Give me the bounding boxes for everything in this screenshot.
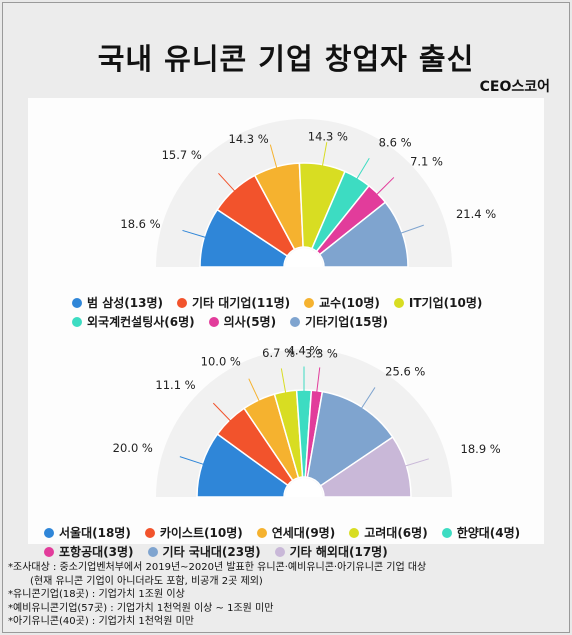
legend-item: 기타 해외대(17명): [274, 543, 388, 560]
legend-swatch: [274, 546, 285, 557]
legend-item: 교수(10명): [304, 294, 380, 311]
chart-data-label: 4.4 %: [288, 344, 321, 358]
footnote-line: *아기유니콘(40곳) : 기업가치 1천억원 미만: [8, 616, 194, 627]
legend-label: IT기업(10명): [408, 296, 483, 310]
legend-swatch: [44, 546, 54, 557]
footnotes: *조사대상 : 중소기업벤처부에서 2019년~2020년 발표한 유니콘·예비…: [8, 561, 564, 629]
legend-swatch: [349, 527, 360, 538]
legend-label: 연세대(9명): [271, 526, 336, 540]
legend-item: 의사(5명): [208, 313, 277, 330]
chart-data-label: 11.1 %: [155, 378, 195, 392]
legend-swatch: [393, 297, 404, 308]
brand-logo: CEO스코어: [479, 79, 550, 95]
chart-slice: [319, 436, 412, 498]
legend-item: 카이스트(10명): [144, 524, 243, 541]
legend-label: 기타기업(15명): [305, 315, 388, 329]
chart-slice: [318, 201, 409, 268]
chart-leader-line: [182, 229, 207, 239]
page-title: 국내 유니콘 기업 창업자 출신: [97, 42, 475, 76]
chart-data-label: 3.3 %: [305, 347, 338, 361]
legend-item: 범 삼성(13명): [72, 294, 163, 311]
chart-data-label: 14.3 %: [229, 132, 269, 146]
chart-data-label: 25.6 %: [385, 365, 425, 379]
legend-label: 기타 해외대(17명): [289, 545, 388, 559]
legend-swatch: [256, 527, 267, 538]
legend-item: 포항공대(3명): [44, 543, 134, 560]
legend-item: 연세대(9명): [256, 524, 336, 541]
legend-swatch: [208, 316, 219, 327]
chart-leader-line: [321, 142, 328, 167]
legend-swatch: [72, 297, 82, 308]
chart-data-label: 8.6 %: [379, 136, 412, 150]
legend-item: 한양대(4명): [441, 524, 521, 541]
chart-career-background: 18.6 % 15.7 % 14.3 % 14.3 % 8.6 % 7.1 % 21.4 %: [120, 119, 496, 268]
chart-leader-line: [212, 402, 232, 422]
legend-item: 서울대(18명): [44, 524, 131, 541]
legend-item: 고려대(6명): [349, 524, 428, 541]
chart-slice: [306, 390, 394, 487]
chart-leader-line: [179, 456, 205, 466]
chart-leader-line: [280, 368, 287, 394]
legend-university-background: 서울대(18명) 카이스트(10명) 연세대(9명) 고려대(6명) 한양대(4명) 포항…: [44, 524, 540, 560]
legend-swatch: [44, 527, 54, 538]
legend-label: 기타 국내대(23명): [162, 545, 261, 559]
legend-label: 범 삼성(13명): [87, 296, 164, 310]
chart-data-label: 18.9 %: [461, 442, 501, 456]
footnote-line: *조사대상 : 중소기업벤처부에서 2019년~2020년 발표한 유니콘·예비…: [8, 562, 427, 573]
chart-leader-line: [269, 144, 278, 169]
legend-swatch: [304, 297, 315, 308]
legend-label: 카이스트(10명): [159, 526, 243, 540]
chart-data-label: 10.0 %: [201, 355, 241, 369]
chart-data-label: 14.3 %: [308, 129, 348, 143]
chart-leader-line: [356, 157, 370, 180]
legend-item: IT기업(10명): [393, 294, 483, 311]
chart-leader-line: [316, 367, 321, 393]
legend-swatch: [144, 527, 155, 538]
legend-career-background: 범 삼성(13명) 기타 대기업(11명) 교수(10명) IT기업(10명) 외국계컨…: [72, 294, 512, 330]
chart-leader-line: [218, 172, 236, 193]
footnote-line: (현재 유니콘 기업이 아니더라도 포함, 비공개 2곳 제외): [30, 575, 263, 587]
chart-center-hole: [285, 248, 323, 267]
chart-data-label: 6.7 %: [262, 346, 295, 360]
legend-label: 한양대(4명): [456, 526, 521, 540]
legend-label: 포항공대(3명): [59, 545, 134, 559]
chart-data-label: 20.0 %: [113, 441, 153, 455]
legend-label: 서울대(18명): [59, 526, 131, 540]
legend-label: 고려대(6명): [364, 526, 428, 540]
legend-label: 기타 대기업(11명): [192, 296, 291, 310]
chart-university-background: 20.0 % 11.1 % 10.0 % 6.7 %4.4 %3.3 % 25.6 % 1…: [113, 344, 501, 498]
chart-leader-line: [248, 378, 261, 403]
footnote-line: *유니콘기업(18곳) : 기업가치 1조원 이상: [8, 589, 185, 600]
footnote-line: *예비유니콘기업(57곳) : 기업가치 1천억원 이상 ~ 1조원 미만: [8, 602, 274, 614]
chart-data-label: 7.1 %: [410, 154, 443, 168]
legend-label: 의사(5명): [223, 315, 277, 329]
chart-data-label: 15.7 %: [162, 148, 202, 162]
legend-item: 기타 대기업(11명): [177, 294, 290, 311]
legend-swatch: [72, 316, 82, 327]
chart-leader-line: [404, 458, 429, 467]
chart-leader-line: [400, 224, 424, 234]
legend-swatch: [290, 316, 301, 327]
chart-leader-line: [375, 177, 395, 196]
legend-label: 외국계컨설팅사(6명): [87, 315, 195, 329]
chart-data-label: 18.6 %: [120, 217, 160, 231]
chart-data-label: 21.4 %: [456, 207, 496, 221]
chart-center-hole: [285, 478, 323, 497]
legend-item: 외국계컨설팅사(6명): [72, 313, 195, 330]
legend-item: 기타기업(15명): [290, 313, 388, 330]
legend-label: 교수(10명): [319, 296, 380, 310]
legend-swatch: [177, 297, 188, 308]
legend-swatch: [441, 527, 452, 538]
legend-swatch: [147, 546, 158, 557]
legend-item: 기타 국내대(23명): [147, 543, 261, 560]
chart-leader-line: [360, 387, 376, 410]
